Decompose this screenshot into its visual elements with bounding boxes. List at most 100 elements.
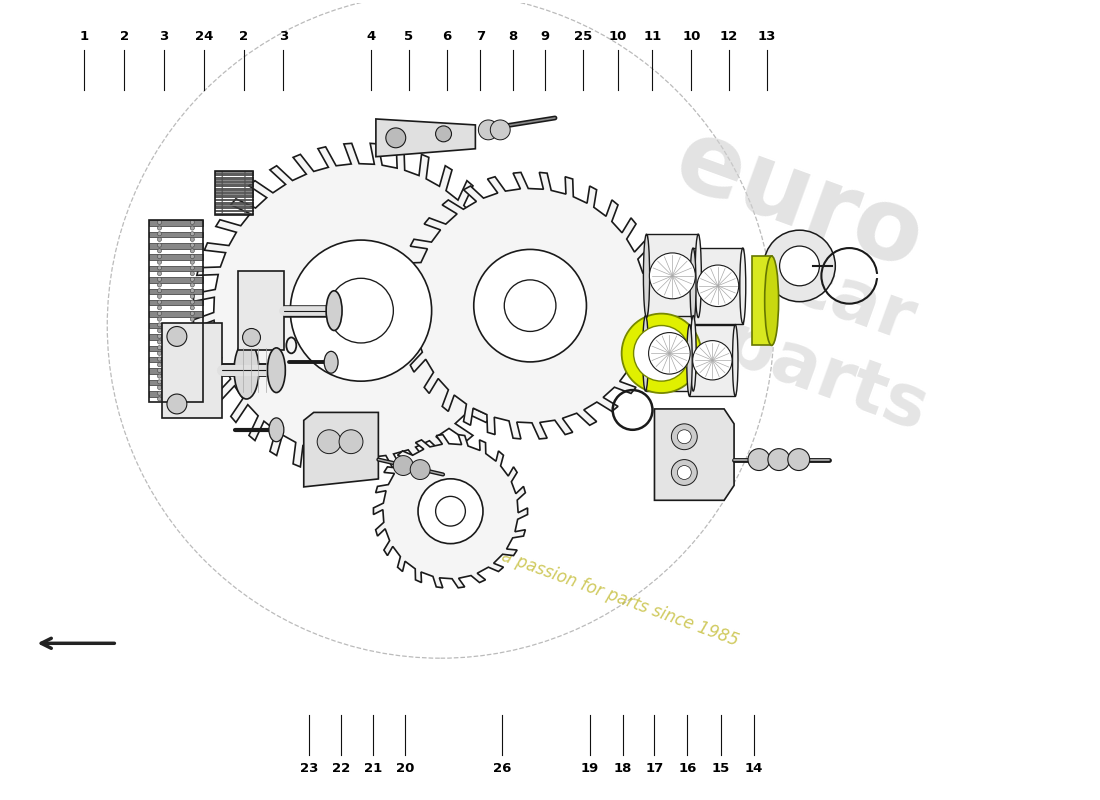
Circle shape: [693, 341, 733, 380]
Text: 2: 2: [239, 30, 249, 42]
Text: 23: 23: [300, 762, 318, 775]
Circle shape: [157, 362, 162, 366]
Bar: [148, 380, 204, 386]
Circle shape: [649, 333, 690, 374]
Text: 25: 25: [574, 30, 592, 42]
Text: 22: 22: [332, 762, 350, 775]
Circle shape: [190, 346, 195, 350]
Text: 12: 12: [720, 30, 738, 42]
Text: 6: 6: [442, 30, 451, 42]
Circle shape: [478, 120, 498, 140]
Text: 13: 13: [758, 30, 777, 42]
Circle shape: [678, 430, 691, 444]
Circle shape: [157, 220, 162, 225]
Text: 15: 15: [712, 762, 730, 775]
Circle shape: [780, 246, 820, 286]
Circle shape: [190, 300, 195, 304]
Bar: [690, 325, 735, 396]
Bar: [148, 357, 204, 362]
Circle shape: [671, 459, 697, 486]
Circle shape: [436, 496, 465, 526]
Text: euro: euro: [661, 112, 936, 291]
Circle shape: [768, 449, 790, 470]
Text: 26: 26: [493, 762, 512, 775]
Circle shape: [190, 278, 195, 282]
Circle shape: [157, 368, 162, 373]
Circle shape: [157, 289, 162, 293]
Circle shape: [678, 466, 691, 479]
Ellipse shape: [324, 351, 338, 373]
Circle shape: [190, 306, 195, 310]
Circle shape: [190, 311, 195, 315]
Circle shape: [671, 424, 697, 450]
Bar: [646, 315, 693, 391]
Ellipse shape: [690, 248, 696, 323]
Bar: [148, 219, 204, 402]
Ellipse shape: [686, 325, 692, 396]
Ellipse shape: [326, 290, 342, 330]
Bar: [214, 171, 253, 173]
Circle shape: [157, 340, 162, 344]
Circle shape: [157, 283, 162, 287]
Circle shape: [290, 240, 431, 381]
Circle shape: [157, 357, 162, 361]
Circle shape: [190, 254, 195, 258]
Circle shape: [788, 449, 810, 470]
Circle shape: [157, 300, 162, 304]
Ellipse shape: [733, 325, 738, 396]
Circle shape: [157, 374, 162, 378]
Bar: [214, 207, 253, 208]
Ellipse shape: [268, 418, 284, 442]
Circle shape: [190, 289, 195, 293]
Text: 17: 17: [646, 762, 663, 775]
Circle shape: [190, 317, 195, 322]
Circle shape: [190, 260, 195, 264]
Circle shape: [634, 326, 690, 381]
Circle shape: [339, 430, 363, 454]
Bar: [148, 346, 204, 351]
Ellipse shape: [740, 248, 746, 323]
Bar: [148, 334, 204, 340]
Circle shape: [697, 265, 739, 306]
Circle shape: [190, 357, 195, 361]
Circle shape: [649, 253, 695, 299]
Circle shape: [157, 226, 162, 230]
Circle shape: [190, 238, 195, 242]
Text: 10: 10: [608, 30, 627, 42]
Text: 1: 1: [80, 30, 89, 42]
Text: 24: 24: [195, 30, 213, 42]
Ellipse shape: [267, 348, 285, 393]
Circle shape: [190, 380, 195, 384]
Ellipse shape: [691, 315, 696, 391]
Polygon shape: [238, 271, 284, 350]
Circle shape: [394, 456, 414, 475]
Bar: [148, 323, 204, 328]
Circle shape: [190, 271, 195, 276]
Circle shape: [157, 266, 162, 270]
Circle shape: [157, 238, 162, 242]
Circle shape: [157, 380, 162, 384]
Circle shape: [748, 449, 770, 470]
Text: 2: 2: [120, 30, 129, 42]
Circle shape: [190, 266, 195, 270]
Circle shape: [157, 397, 162, 401]
Bar: [148, 266, 204, 271]
Bar: [148, 220, 204, 226]
Text: 18: 18: [614, 762, 631, 775]
Text: 21: 21: [364, 762, 382, 775]
Bar: [647, 234, 698, 318]
Polygon shape: [162, 322, 222, 418]
Circle shape: [621, 314, 701, 393]
Circle shape: [157, 346, 162, 350]
Circle shape: [190, 340, 195, 344]
Circle shape: [317, 430, 341, 454]
Text: 14: 14: [745, 762, 763, 775]
Bar: [214, 213, 253, 214]
Circle shape: [190, 362, 195, 366]
Polygon shape: [376, 119, 475, 157]
Text: 5: 5: [404, 30, 414, 42]
Ellipse shape: [764, 256, 779, 346]
Bar: [214, 202, 253, 203]
Circle shape: [329, 278, 394, 343]
Circle shape: [167, 326, 187, 346]
